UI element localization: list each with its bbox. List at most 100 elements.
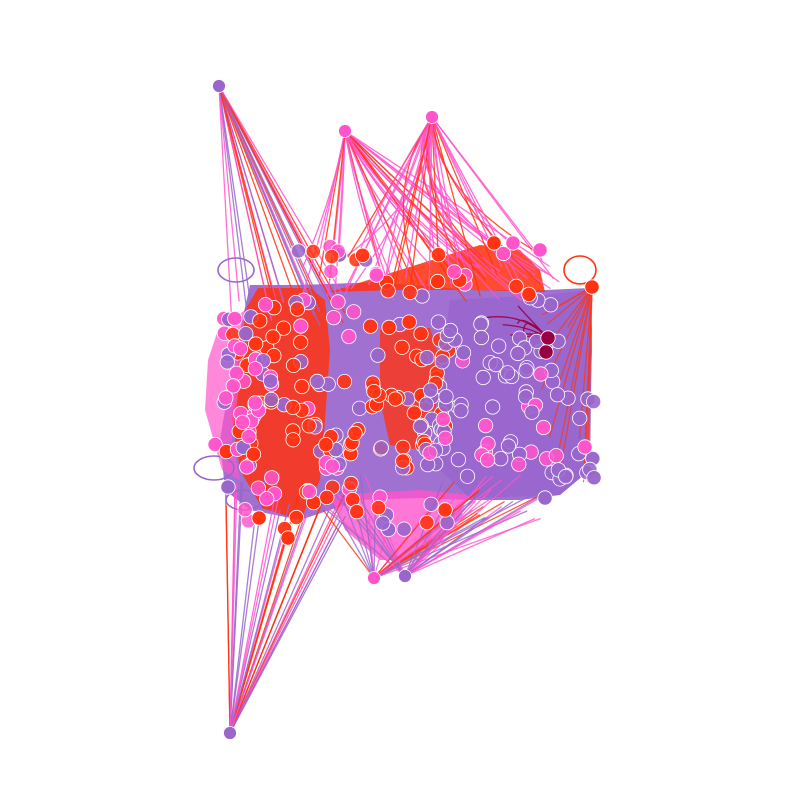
graph-node: [484, 399, 501, 415]
graph-node: [370, 499, 387, 516]
graph-node: [488, 356, 504, 373]
edge: [431, 116, 453, 289]
graph-node: [524, 404, 540, 420]
graph-node: [351, 400, 368, 416]
edge: [404, 518, 536, 577]
graph-node: [500, 438, 516, 454]
edge: [548, 286, 593, 438]
edge: [229, 509, 320, 734]
graph-node: [309, 373, 325, 389]
graph-node: [318, 436, 334, 453]
edge: [218, 85, 251, 303]
edge: [550, 286, 593, 312]
graph-node: [499, 365, 516, 381]
graph-node: [548, 448, 564, 464]
graph-node: [394, 339, 410, 355]
edge: [567, 286, 593, 328]
nodes: [207, 79, 602, 740]
graph-node: [549, 387, 566, 403]
graph-node: [207, 436, 223, 453]
edge: [229, 499, 346, 734]
graph-node: [220, 479, 236, 495]
graph-node: [319, 489, 335, 505]
edge: [218, 85, 233, 328]
graph-node: [540, 330, 556, 346]
graph-node: [423, 496, 439, 512]
graph-node: [301, 418, 317, 434]
graph-node: [280, 530, 296, 546]
edge: [357, 116, 433, 257]
graph-node: [294, 378, 310, 395]
self-loop: [563, 255, 597, 285]
graph-node: [323, 263, 339, 279]
edge: [225, 494, 231, 734]
graph-node: [241, 428, 257, 445]
graph-node: [434, 354, 450, 370]
graph-node: [430, 314, 446, 330]
edge: [552, 286, 593, 480]
edge: [431, 116, 531, 301]
graph-node: [247, 361, 263, 377]
graph-node: [324, 458, 340, 474]
edge: [373, 494, 533, 579]
self-loop: [193, 455, 235, 481]
edge: [373, 514, 376, 579]
edge: [404, 494, 546, 577]
graph-node: [473, 329, 489, 346]
graph-node: [537, 490, 553, 506]
graph-node: [354, 247, 371, 263]
graph-node: [577, 439, 593, 455]
graph-node: [346, 304, 362, 320]
graph-node: [264, 470, 280, 486]
edge: [373, 491, 548, 579]
edge: [229, 473, 280, 734]
graph-node: [285, 399, 301, 415]
edge: [229, 520, 341, 734]
graph-node: [293, 318, 309, 334]
edge: [391, 116, 433, 284]
graph-node: [401, 314, 417, 330]
graph-node: [212, 79, 226, 93]
graph-node: [330, 294, 346, 310]
graph-node: [232, 341, 249, 357]
edge: [218, 85, 300, 312]
edge: [323, 509, 375, 579]
graph-node: [442, 322, 458, 339]
graph-node: [324, 249, 340, 265]
graph-node: [250, 480, 266, 496]
graph-node: [237, 502, 253, 518]
edge: [218, 85, 277, 305]
edge: [343, 116, 433, 296]
graph-node: [239, 459, 255, 475]
graph-node: [532, 242, 548, 258]
edge: [218, 85, 334, 304]
graph-node: [218, 390, 234, 406]
graph-node: [412, 418, 428, 435]
graph-node: [455, 345, 472, 361]
edge: [405, 116, 433, 278]
graph-node: [430, 247, 447, 263]
edges: [218, 85, 593, 734]
graph-node: [533, 366, 549, 382]
graph-node: [398, 569, 412, 583]
graph-node: [375, 515, 391, 531]
edge: [431, 116, 541, 285]
graph-node: [367, 571, 381, 585]
graph-node: [418, 396, 434, 412]
graph-node: [252, 313, 268, 329]
graph-node: [422, 445, 438, 461]
graph-node: [584, 279, 600, 295]
graph-node: [257, 297, 274, 313]
graph-node: [585, 393, 602, 410]
graph-node: [510, 345, 526, 362]
graph-node: [248, 336, 264, 352]
graph-node: [459, 468, 476, 484]
graph-node: [227, 310, 243, 327]
graph-node: [419, 514, 435, 531]
edge: [218, 85, 321, 326]
graph-node: [518, 363, 534, 379]
graph-node: [479, 452, 496, 468]
edge: [431, 116, 543, 261]
edge: [229, 481, 242, 734]
edge: [229, 513, 308, 734]
